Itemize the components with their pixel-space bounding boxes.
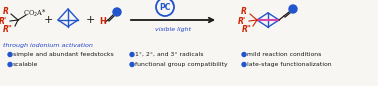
Text: functional group compatibility: functional group compatibility (135, 62, 228, 67)
Text: scalable: scalable (13, 62, 39, 67)
Text: R': R' (0, 17, 7, 26)
Circle shape (8, 63, 12, 66)
Text: O: O (115, 9, 119, 15)
Text: PC: PC (159, 2, 171, 12)
Text: simple and abundant feedstocks: simple and abundant feedstocks (13, 52, 114, 57)
Text: R: R (241, 7, 247, 17)
Text: R": R" (3, 25, 13, 34)
Text: through iodonium activation: through iodonium activation (3, 43, 93, 48)
Circle shape (242, 52, 246, 57)
Circle shape (113, 8, 121, 16)
Text: late-stage functionalization: late-stage functionalization (247, 62, 332, 67)
Circle shape (242, 63, 246, 66)
Text: R': R' (238, 17, 246, 26)
Circle shape (289, 5, 297, 13)
Text: visible light: visible light (155, 28, 191, 33)
Text: R: R (3, 7, 9, 17)
Text: +: + (85, 15, 94, 25)
Text: 1°, 2°, and 3° radicals: 1°, 2°, and 3° radicals (135, 52, 203, 57)
Circle shape (130, 63, 134, 66)
Text: H: H (99, 17, 107, 26)
Circle shape (130, 52, 134, 57)
Text: CO$_2$A*: CO$_2$A* (23, 7, 47, 19)
Text: O: O (291, 7, 296, 12)
Text: R": R" (242, 25, 252, 34)
Circle shape (8, 52, 12, 57)
Text: +: + (43, 15, 53, 25)
Text: mild reaction conditions: mild reaction conditions (247, 52, 321, 57)
